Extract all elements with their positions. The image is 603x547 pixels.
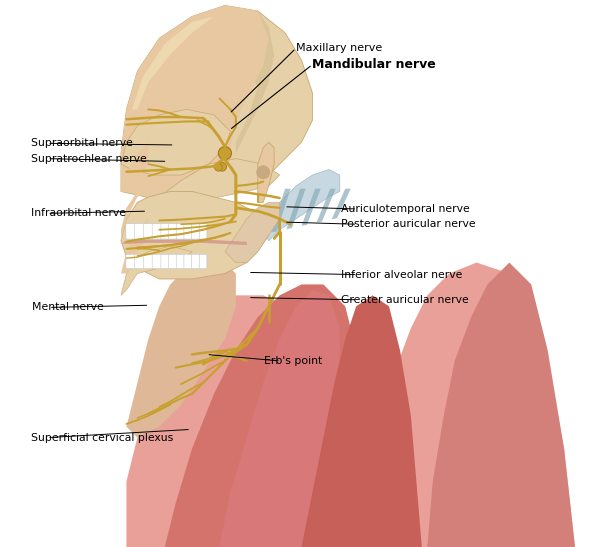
FancyBboxPatch shape	[192, 254, 200, 269]
Polygon shape	[121, 109, 230, 175]
FancyBboxPatch shape	[199, 224, 207, 239]
Polygon shape	[428, 263, 575, 547]
Polygon shape	[286, 189, 306, 229]
FancyBboxPatch shape	[126, 224, 135, 239]
FancyBboxPatch shape	[161, 224, 170, 239]
FancyBboxPatch shape	[161, 254, 170, 269]
Polygon shape	[148, 159, 280, 208]
Polygon shape	[121, 246, 192, 295]
FancyBboxPatch shape	[126, 254, 135, 269]
Polygon shape	[181, 5, 274, 153]
FancyBboxPatch shape	[176, 254, 185, 269]
Polygon shape	[302, 295, 422, 547]
Polygon shape	[367, 263, 575, 547]
FancyBboxPatch shape	[134, 224, 145, 239]
FancyBboxPatch shape	[152, 254, 162, 269]
Circle shape	[215, 164, 222, 171]
Text: Maxillary nerve: Maxillary nerve	[296, 43, 382, 53]
Polygon shape	[264, 170, 339, 241]
Polygon shape	[332, 189, 351, 219]
FancyBboxPatch shape	[184, 224, 192, 239]
FancyBboxPatch shape	[184, 254, 192, 269]
Polygon shape	[302, 189, 321, 226]
Circle shape	[218, 147, 232, 160]
FancyBboxPatch shape	[192, 224, 200, 239]
Polygon shape	[219, 290, 339, 547]
Text: Mental nerve: Mental nerve	[33, 302, 104, 312]
Polygon shape	[121, 219, 148, 274]
Polygon shape	[165, 284, 384, 547]
Text: Superficial cervical plexus: Superficial cervical plexus	[31, 433, 173, 443]
FancyBboxPatch shape	[134, 254, 145, 269]
Polygon shape	[121, 175, 159, 241]
FancyBboxPatch shape	[144, 254, 153, 269]
Polygon shape	[225, 202, 280, 263]
Polygon shape	[121, 5, 312, 202]
Polygon shape	[121, 142, 148, 191]
Polygon shape	[132, 16, 214, 109]
Polygon shape	[121, 5, 269, 197]
Text: Erb's point: Erb's point	[264, 356, 323, 366]
Text: Mandibular nerve: Mandibular nerve	[312, 58, 436, 71]
Text: Supratrochlear nerve: Supratrochlear nerve	[31, 154, 147, 164]
Text: Greater auricular nerve: Greater auricular nerve	[341, 295, 469, 305]
Text: Inferior alveolar nerve: Inferior alveolar nerve	[341, 270, 463, 280]
Polygon shape	[271, 189, 291, 232]
FancyBboxPatch shape	[152, 224, 162, 239]
Text: Infraorbital nerve: Infraorbital nerve	[31, 208, 126, 218]
Polygon shape	[121, 240, 247, 245]
FancyBboxPatch shape	[199, 254, 207, 269]
FancyBboxPatch shape	[169, 224, 177, 239]
Polygon shape	[127, 263, 236, 438]
FancyBboxPatch shape	[144, 224, 153, 239]
Text: Auriculotemporal nerve: Auriculotemporal nerve	[341, 204, 470, 214]
Circle shape	[257, 166, 270, 179]
Polygon shape	[257, 142, 274, 202]
Circle shape	[218, 162, 227, 171]
FancyBboxPatch shape	[169, 254, 177, 269]
Polygon shape	[127, 295, 373, 547]
Polygon shape	[317, 189, 336, 223]
Text: Posterior auricular nerve: Posterior auricular nerve	[341, 219, 476, 229]
Polygon shape	[121, 191, 269, 279]
Text: Supraorbital nerve: Supraorbital nerve	[31, 138, 133, 148]
FancyBboxPatch shape	[176, 224, 185, 239]
